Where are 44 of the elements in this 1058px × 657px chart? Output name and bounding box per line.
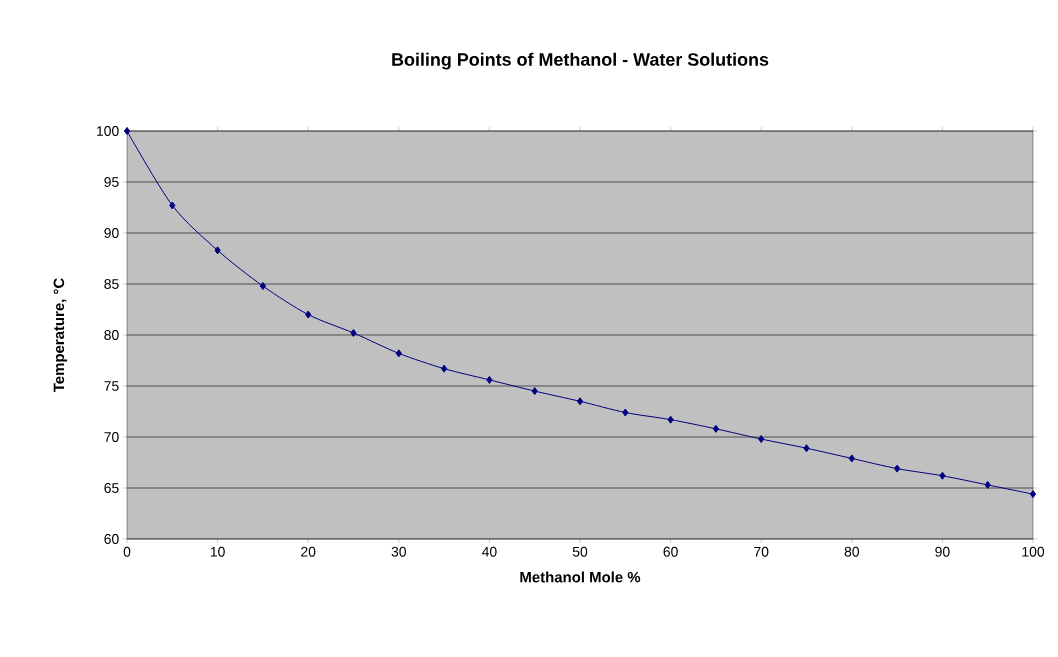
y-tick-label: 60 [104,534,119,544]
x-tick-label: 10 [210,546,225,557]
y-tick-label: 90 [104,228,119,238]
x-tick-label: 0 [123,546,131,557]
point [440,364,448,373]
point [486,375,493,384]
point [803,444,810,453]
point [984,480,991,489]
x-tick-label: 50 [572,546,588,557]
point [395,349,402,358]
x-tick-label: 60 [663,546,678,557]
y-tick-label: 65 [104,483,119,493]
x-tick-label: 90 [935,546,950,557]
point [758,435,765,444]
y-tick-label: 80 [104,330,119,340]
point [531,387,538,396]
point [622,408,629,417]
point [123,127,131,135]
y-tick-label: 75 [104,381,119,391]
point [169,201,176,210]
y-tick-label: 70 [104,432,119,442]
x-tick-label: 80 [844,546,860,557]
x-tick-label: 40 [481,546,497,557]
y-tick-label: 85 [104,279,119,289]
point [214,246,221,255]
y-tick-label: 95 [104,177,119,187]
point [305,310,312,319]
chart-title: Boiling Points of Methanol - Water Solutions [392,52,769,70]
point [848,454,855,463]
point [893,464,901,473]
x-tick-label: 30 [391,546,407,557]
point [259,282,267,291]
point [939,471,946,480]
x-tick-label: 100 [1022,546,1045,557]
x-tick-label: 20 [301,546,316,557]
point [1029,490,1037,499]
x-tick-label: 70 [754,546,769,557]
y-tick-label: 100 [97,126,119,136]
point [712,424,720,433]
x-axis-title: Methanol Mole % [520,571,641,583]
point [667,415,674,424]
point [350,328,357,337]
y-axis-title: Temperature, °C [53,278,68,393]
point [576,397,584,406]
